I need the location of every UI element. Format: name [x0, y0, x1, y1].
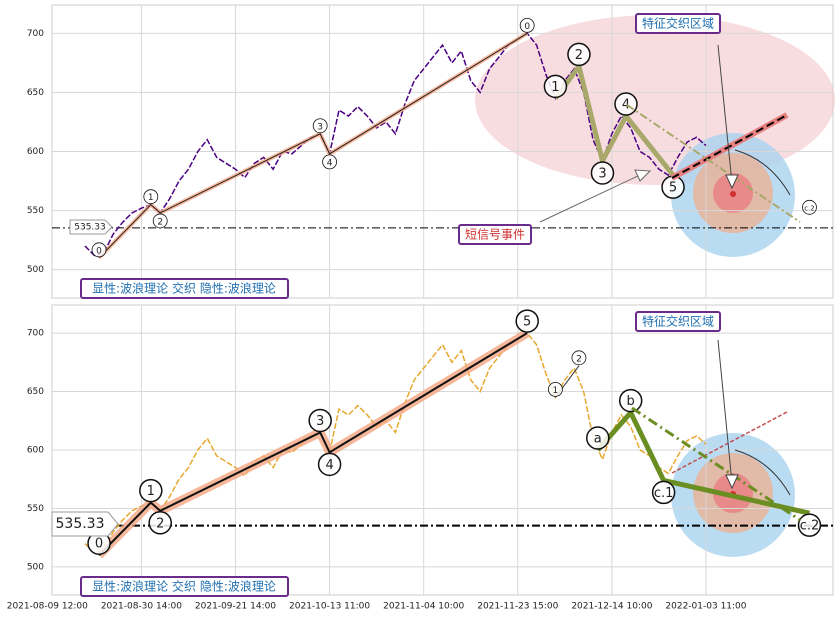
y-tick-label: 550	[27, 206, 44, 216]
wave-marker	[567, 42, 591, 67]
wave-label: 3	[598, 166, 606, 181]
wave-marker	[308, 408, 332, 433]
wave-marker	[614, 92, 638, 116]
wave-marker	[618, 388, 643, 413]
wave-marker	[91, 242, 107, 258]
wave-label: 4	[325, 458, 333, 473]
wave-label: 5	[669, 181, 677, 196]
y-tick-label: 700	[27, 29, 44, 39]
wave-marker	[802, 199, 817, 215]
wave-marker	[543, 74, 568, 99]
annotation: 显性:波浪理论 交织 隐性:波浪理论	[92, 281, 276, 296]
price-line	[84, 32, 707, 257]
wave-marker	[515, 309, 539, 333]
wave-label: 1	[553, 386, 559, 396]
wave-marker	[651, 480, 676, 505]
wave-label: 2	[576, 354, 582, 364]
wave-label: 2	[575, 48, 583, 63]
wave-label: 5	[523, 315, 531, 330]
wave-marker	[317, 452, 342, 477]
annotation: 显性:波浪理论 交织 隐性:波浪理论	[92, 579, 276, 594]
wave-label: c.2	[800, 519, 820, 534]
wave-marker	[152, 213, 168, 229]
wave-label: 4	[327, 158, 333, 168]
wave-label: b	[627, 394, 635, 409]
wave-label: 3	[316, 414, 324, 429]
x-tick-label: 2021-12-14 10:00	[571, 602, 652, 612]
x-tick-label: 2021-08-30 14:00	[101, 602, 182, 612]
x-tick-label: 2021-09-21 14:00	[195, 602, 276, 612]
wave-marker	[312, 118, 328, 134]
wave-marker	[322, 154, 337, 170]
level-arrow	[51, 219, 119, 537]
wave-label: a	[594, 432, 602, 447]
y-tick-label: 700	[27, 329, 44, 339]
wave-label: 0	[95, 537, 103, 552]
wave-marker	[148, 511, 172, 535]
wave-label: 0	[96, 246, 102, 256]
wave-label: 0	[524, 22, 530, 32]
wave-marker	[143, 189, 159, 205]
y-tick-label: 600	[27, 147, 44, 157]
wave-marker	[586, 426, 610, 450]
x-tick-label: 2021-08-09 12:00	[7, 602, 88, 612]
wave-label: 1	[147, 484, 155, 499]
wave-label: 2	[156, 516, 164, 531]
y-tick-label: 600	[27, 446, 44, 456]
y-tick-label: 650	[27, 387, 44, 397]
annotation-box	[80, 278, 289, 299]
zone-label-box	[635, 13, 721, 34]
y-tick-label: 650	[27, 88, 44, 98]
x-tick-label: 2021-11-23 15:00	[477, 602, 558, 612]
wave-label: c.1	[654, 486, 674, 501]
wave-label: 1	[148, 193, 154, 203]
wave-label: 4	[622, 98, 630, 113]
x-tick-label: 2021-10-13 11:00	[289, 602, 370, 612]
wave-label: 3	[317, 122, 323, 132]
level-label: 535.33	[74, 223, 106, 233]
level-label: 535.33	[56, 516, 105, 532]
y-tick-label: 500	[27, 265, 44, 275]
wave-marker	[519, 17, 535, 33]
plot-layer: 500 550 600 650 700 0 1 2 3 4 0 1 2 3 4 5 c.2 500 550 600 65…	[7, 5, 833, 612]
y-tick-label: 500	[27, 562, 44, 572]
x-tick-label: 2022-01-03 11:00	[665, 602, 746, 612]
y-tick-label: 550	[27, 504, 44, 514]
event-label-box	[458, 224, 532, 245]
wave-marker	[139, 478, 163, 503]
annotation-box	[80, 576, 289, 597]
wave-line	[595, 408, 811, 516]
zone-label-box	[635, 311, 721, 332]
wave-marker	[590, 161, 615, 185]
wave-marker	[797, 513, 822, 537]
wave-label: 1	[551, 80, 559, 95]
wave-line	[98, 32, 528, 259]
zone-label: 特征交织区域	[642, 16, 714, 31]
event-label: 短信号事件	[465, 228, 525, 242]
x-tick-label: 2021-11-04 10:00	[383, 602, 464, 612]
wave-label: c.2	[804, 204, 815, 212]
wave-label: 2	[157, 217, 163, 227]
price-line	[84, 332, 707, 554]
wave-line	[98, 332, 528, 556]
wave-marker	[571, 350, 587, 366]
wave-marker	[548, 381, 563, 397]
zone-label: 特征交织区域	[642, 314, 714, 329]
projection-lines	[539, 44, 801, 522]
wave-line	[553, 60, 675, 177]
